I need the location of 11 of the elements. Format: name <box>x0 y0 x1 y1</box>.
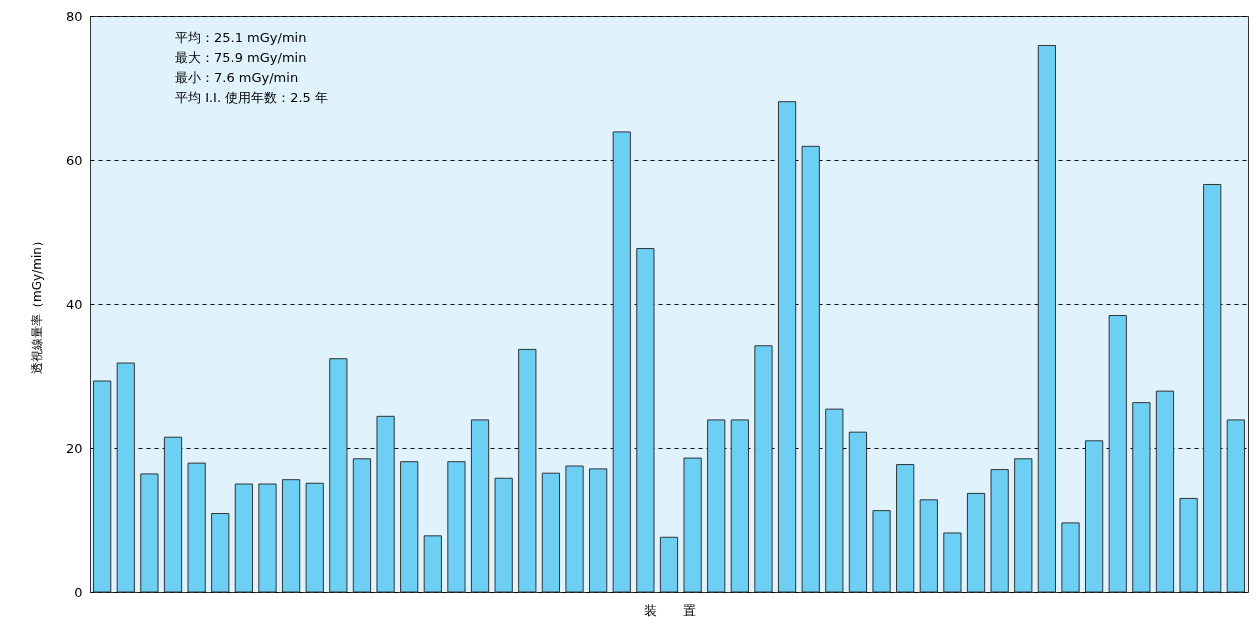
y-tick-label: 40 <box>65 296 83 312</box>
annotation: 最小：7.6 mGy/min <box>175 70 299 85</box>
y-tick-label: 80 <box>65 8 83 24</box>
annotation: 平均：25.1 mGy/min <box>175 30 307 45</box>
annotation: 平均 I.I. 使用年数：2.5 年 <box>175 90 329 105</box>
y-tick-label: 60 <box>65 152 83 168</box>
annotation: 最大：75.9 mGy/min <box>175 50 307 65</box>
x-axis-title: 装 置 <box>643 602 696 618</box>
y-tick-label: 0 <box>74 584 83 600</box>
y-axis-title: 透視線量率（mGy/min） <box>29 235 44 374</box>
y-tick-label: 20 <box>65 440 83 456</box>
